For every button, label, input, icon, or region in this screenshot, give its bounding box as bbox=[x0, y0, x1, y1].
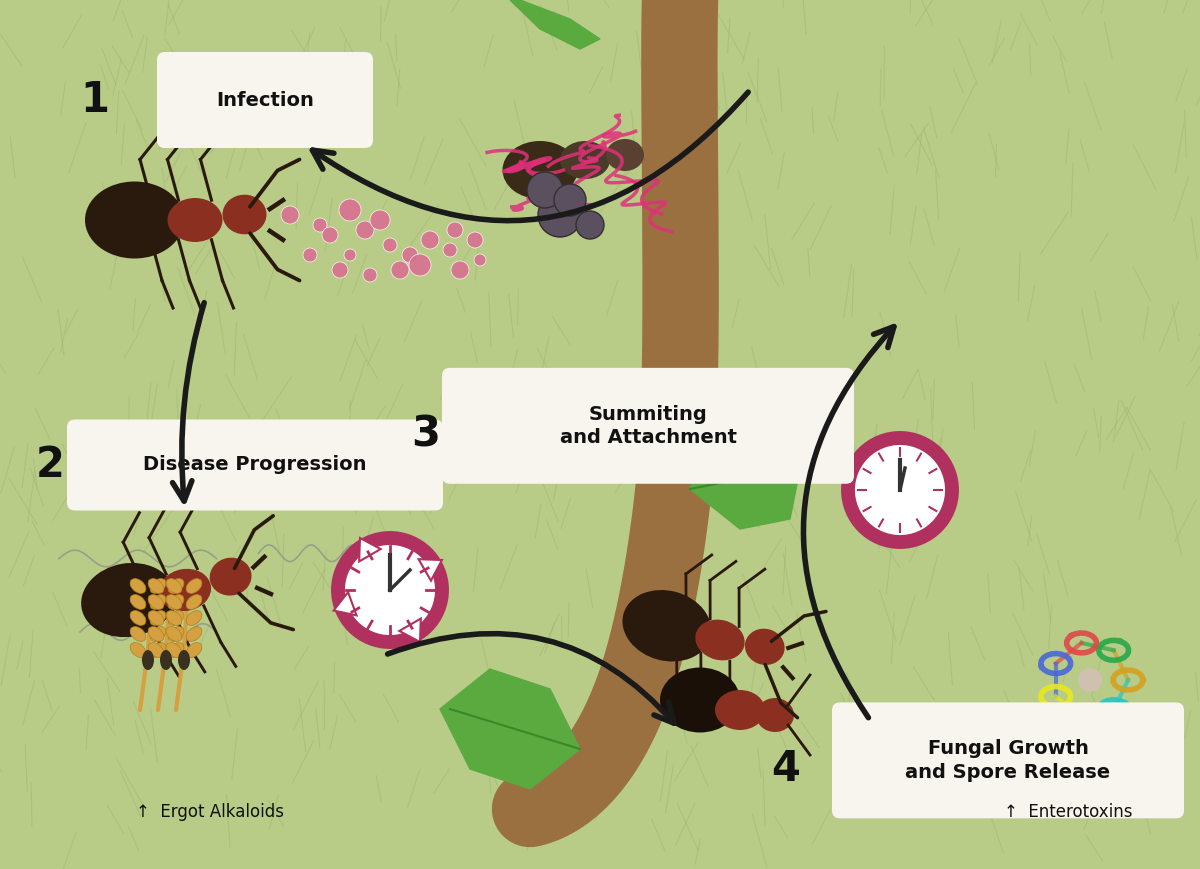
Circle shape bbox=[281, 206, 299, 224]
Circle shape bbox=[467, 232, 482, 248]
Ellipse shape bbox=[148, 611, 164, 626]
Circle shape bbox=[338, 538, 442, 642]
Text: 3: 3 bbox=[412, 414, 440, 455]
FancyBboxPatch shape bbox=[157, 52, 373, 148]
Polygon shape bbox=[359, 538, 380, 561]
Circle shape bbox=[446, 222, 463, 238]
Ellipse shape bbox=[715, 690, 766, 730]
Ellipse shape bbox=[166, 611, 182, 626]
Text: Summiting
and Attachment: Summiting and Attachment bbox=[559, 405, 737, 447]
Circle shape bbox=[313, 218, 326, 232]
Circle shape bbox=[364, 268, 377, 282]
Ellipse shape bbox=[166, 627, 182, 641]
FancyBboxPatch shape bbox=[832, 702, 1184, 819]
Circle shape bbox=[346, 546, 434, 634]
Polygon shape bbox=[510, 0, 600, 49]
Circle shape bbox=[370, 210, 390, 230]
Circle shape bbox=[421, 231, 439, 249]
Circle shape bbox=[848, 438, 952, 542]
Ellipse shape bbox=[210, 558, 252, 595]
Ellipse shape bbox=[623, 590, 712, 661]
Polygon shape bbox=[690, 429, 800, 529]
Ellipse shape bbox=[148, 594, 164, 609]
Circle shape bbox=[858, 448, 942, 532]
Ellipse shape bbox=[148, 642, 164, 657]
FancyBboxPatch shape bbox=[67, 420, 443, 510]
Text: ↑  Enterotoxins: ↑ Enterotoxins bbox=[1003, 803, 1133, 821]
Ellipse shape bbox=[148, 627, 164, 641]
Ellipse shape bbox=[166, 594, 182, 609]
Circle shape bbox=[332, 262, 348, 278]
Ellipse shape bbox=[166, 642, 182, 657]
Circle shape bbox=[402, 247, 418, 263]
Ellipse shape bbox=[503, 141, 577, 199]
Ellipse shape bbox=[148, 579, 164, 594]
Ellipse shape bbox=[130, 642, 146, 657]
Circle shape bbox=[409, 254, 431, 276]
Ellipse shape bbox=[186, 642, 202, 657]
Ellipse shape bbox=[150, 594, 166, 609]
Ellipse shape bbox=[158, 569, 211, 611]
Ellipse shape bbox=[222, 195, 266, 235]
Text: 4: 4 bbox=[772, 748, 800, 790]
Ellipse shape bbox=[186, 611, 202, 626]
Ellipse shape bbox=[756, 698, 794, 732]
Ellipse shape bbox=[178, 650, 190, 670]
Text: 1: 1 bbox=[80, 79, 109, 121]
Circle shape bbox=[538, 193, 582, 237]
Ellipse shape bbox=[130, 611, 146, 626]
Ellipse shape bbox=[560, 141, 610, 179]
Ellipse shape bbox=[130, 594, 146, 609]
Ellipse shape bbox=[168, 627, 184, 641]
Ellipse shape bbox=[160, 650, 172, 670]
Ellipse shape bbox=[168, 579, 184, 594]
Circle shape bbox=[302, 248, 317, 262]
Polygon shape bbox=[440, 669, 580, 789]
Ellipse shape bbox=[186, 594, 202, 609]
Circle shape bbox=[554, 184, 586, 216]
Ellipse shape bbox=[745, 628, 785, 665]
Ellipse shape bbox=[150, 627, 166, 641]
Circle shape bbox=[391, 261, 409, 279]
Polygon shape bbox=[419, 559, 442, 580]
Ellipse shape bbox=[168, 642, 184, 657]
Ellipse shape bbox=[168, 611, 184, 626]
FancyBboxPatch shape bbox=[442, 368, 854, 484]
Ellipse shape bbox=[606, 139, 644, 171]
Circle shape bbox=[340, 199, 361, 221]
Ellipse shape bbox=[186, 627, 202, 641]
Circle shape bbox=[322, 227, 338, 243]
Text: Disease Progression: Disease Progression bbox=[143, 455, 367, 474]
Ellipse shape bbox=[168, 198, 222, 242]
Text: Infection: Infection bbox=[216, 90, 314, 109]
Ellipse shape bbox=[166, 579, 182, 594]
Text: 2: 2 bbox=[36, 444, 65, 486]
Ellipse shape bbox=[130, 579, 146, 594]
Ellipse shape bbox=[130, 627, 146, 641]
Polygon shape bbox=[400, 619, 421, 642]
Ellipse shape bbox=[142, 650, 154, 670]
Ellipse shape bbox=[168, 594, 184, 609]
Ellipse shape bbox=[150, 642, 166, 657]
Circle shape bbox=[576, 211, 604, 239]
Circle shape bbox=[527, 172, 563, 208]
Ellipse shape bbox=[85, 182, 184, 258]
Ellipse shape bbox=[82, 563, 175, 637]
Ellipse shape bbox=[186, 579, 202, 594]
Circle shape bbox=[356, 221, 374, 239]
Polygon shape bbox=[334, 592, 356, 615]
Circle shape bbox=[383, 238, 397, 252]
Circle shape bbox=[451, 261, 469, 279]
Circle shape bbox=[344, 249, 356, 261]
Ellipse shape bbox=[150, 611, 166, 626]
Circle shape bbox=[443, 243, 457, 257]
Ellipse shape bbox=[150, 579, 166, 594]
Text: ↑  Ergot Alkaloids: ↑ Ergot Alkaloids bbox=[136, 803, 284, 821]
Text: Fungal Growth
and Spore Release: Fungal Growth and Spore Release bbox=[906, 740, 1110, 781]
Ellipse shape bbox=[695, 620, 745, 660]
Circle shape bbox=[474, 254, 486, 266]
Ellipse shape bbox=[660, 667, 740, 733]
Circle shape bbox=[1078, 668, 1102, 692]
